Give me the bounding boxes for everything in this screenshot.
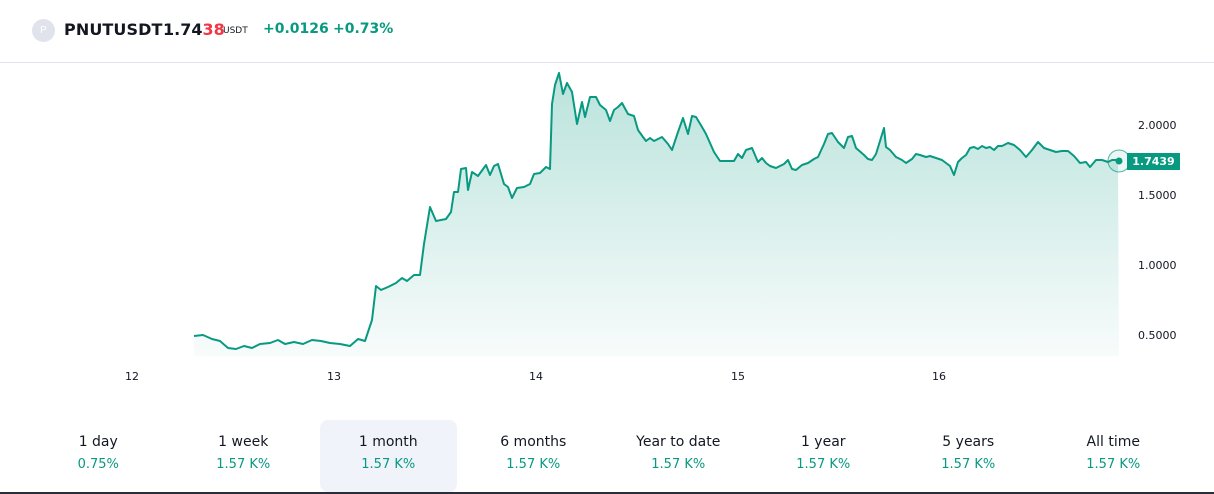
- y-tick-0-5: 0.5000: [1138, 329, 1177, 342]
- period-label: 1 year: [800, 434, 846, 450]
- bottom-divider: [0, 492, 1214, 494]
- last-point-dot-icon: [1115, 157, 1123, 165]
- period-year-to-date[interactable]: Year to date 1.57 K%: [610, 420, 747, 492]
- period-value: 1.57 K%: [506, 457, 561, 472]
- period-label: 1 month: [358, 434, 418, 450]
- period-value: 1.57 K%: [1086, 457, 1141, 472]
- period-value: 1.57 K%: [941, 457, 996, 472]
- period-value: 1.57 K%: [651, 457, 706, 472]
- symbol-name[interactable]: PNUTUSDT: [64, 20, 163, 39]
- price-tail: 38: [202, 20, 225, 39]
- last-value-badge: 1.7439: [1127, 153, 1180, 170]
- currency-label: USDT: [223, 26, 248, 36]
- price-chart[interactable]: 2.0000 1.5000 1.0000 0.5000 1.7439 12 13…: [0, 63, 1214, 393]
- y-tick-1: 1.0000: [1138, 259, 1177, 272]
- period-label: 1 week: [218, 434, 269, 450]
- period-1-day[interactable]: 1 day 0.75%: [30, 420, 167, 492]
- x-tick-12: 12: [125, 370, 139, 383]
- period-label: 5 years: [942, 434, 995, 450]
- period-value: 1.57 K%: [216, 457, 271, 472]
- period-all-time[interactable]: All time 1.57 K%: [1045, 420, 1182, 492]
- coin-logo-icon: P: [32, 19, 55, 42]
- price-change-percent: +0.73%: [333, 21, 394, 37]
- period-label: Year to date: [636, 434, 721, 450]
- x-tick-15: 15: [731, 370, 745, 383]
- x-tick-16: 16: [932, 370, 946, 383]
- period-value: 1.57 K%: [361, 457, 416, 472]
- period-value: 1.57 K%: [796, 457, 851, 472]
- period-1-week[interactable]: 1 week 1.57 K%: [175, 420, 312, 492]
- y-tick-1-5: 1.5000: [1138, 189, 1177, 202]
- period-1-month[interactable]: 1 month 1.57 K%: [320, 420, 457, 492]
- period-label: 6 months: [500, 434, 567, 450]
- period-6-months[interactable]: 6 months 1.57 K%: [465, 420, 602, 492]
- period-label: All time: [1086, 434, 1140, 450]
- period-1-year[interactable]: 1 year 1.57 K%: [755, 420, 892, 492]
- period-value: 0.75%: [77, 457, 119, 472]
- area-fill: [194, 73, 1119, 356]
- x-tick-13: 13: [327, 370, 341, 383]
- y-tick-2: 2.0000: [1138, 119, 1177, 132]
- x-tick-14: 14: [529, 370, 543, 383]
- symbol-header: P PNUTUSDT 1.7438 USDT +0.0126 +0.73%: [0, 0, 1214, 63]
- period-selector: 1 day 0.75% 1 week 1.57 K% 1 month 1.57 …: [30, 420, 1190, 492]
- chart-canvas[interactable]: [0, 63, 1214, 393]
- period-5-years[interactable]: 5 years 1.57 K%: [900, 420, 1037, 492]
- price-change: +0.0126: [263, 21, 329, 37]
- last-price: 1.7438: [163, 20, 225, 39]
- price-line: [193, 72, 1118, 350]
- price-main: 1.74: [163, 20, 203, 39]
- period-label: 1 day: [78, 434, 118, 450]
